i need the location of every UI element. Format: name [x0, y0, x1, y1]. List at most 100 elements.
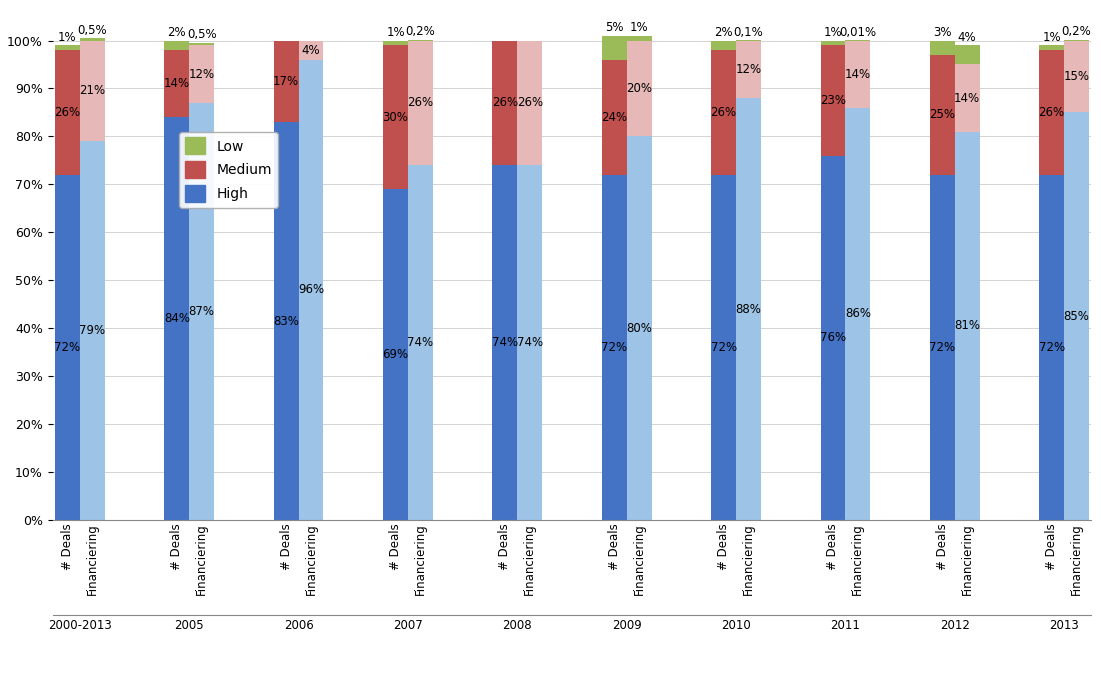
Bar	[626, 36, 652, 40]
Text: 74%: 74%	[492, 336, 517, 349]
Text: 72%: 72%	[929, 341, 956, 354]
Bar	[492, 40, 517, 165]
Bar	[274, 122, 298, 520]
Text: 14%: 14%	[164, 77, 189, 90]
Bar	[492, 165, 517, 520]
Text: 4%: 4%	[302, 44, 320, 57]
Text: 72%: 72%	[54, 341, 80, 354]
Text: 26%: 26%	[407, 96, 434, 109]
Bar	[1039, 45, 1064, 50]
Text: 0,2%: 0,2%	[1061, 25, 1091, 38]
Text: 5%: 5%	[604, 22, 623, 34]
Text: 2%: 2%	[715, 26, 733, 39]
Bar	[408, 165, 433, 520]
Bar	[737, 40, 761, 98]
Text: 30%: 30%	[382, 111, 408, 124]
Bar	[846, 108, 870, 520]
Bar	[846, 40, 870, 108]
Bar	[955, 45, 980, 65]
Bar	[930, 40, 955, 55]
Bar	[298, 40, 324, 60]
Text: 1%: 1%	[824, 26, 842, 39]
Text: 23%: 23%	[820, 94, 846, 107]
Bar	[602, 36, 626, 60]
Text: 0,2%: 0,2%	[405, 25, 435, 38]
Bar	[408, 40, 433, 165]
Bar	[274, 40, 298, 122]
Bar	[55, 50, 80, 175]
Text: 0,1%: 0,1%	[733, 26, 763, 38]
Text: 81%: 81%	[955, 320, 980, 332]
Text: 25%: 25%	[929, 108, 956, 121]
Bar	[1064, 40, 1089, 112]
Text: 86%: 86%	[844, 308, 871, 320]
Text: 12%: 12%	[735, 63, 762, 76]
Bar	[820, 40, 846, 45]
Bar	[602, 175, 626, 520]
Text: 72%: 72%	[601, 341, 628, 354]
Text: 87%: 87%	[188, 305, 215, 318]
Text: 17%: 17%	[273, 75, 299, 87]
Bar	[383, 40, 408, 45]
Text: 74%: 74%	[407, 336, 434, 349]
Bar	[164, 40, 189, 50]
Text: 12%: 12%	[188, 67, 215, 81]
Bar	[820, 45, 846, 155]
Text: 88%: 88%	[735, 303, 762, 316]
Bar	[80, 141, 105, 520]
Bar	[164, 50, 189, 117]
Bar	[298, 60, 324, 520]
Text: 26%: 26%	[710, 106, 737, 119]
Bar	[55, 45, 80, 50]
Bar	[383, 45, 408, 189]
Text: 69%: 69%	[382, 348, 408, 361]
Bar	[711, 50, 737, 175]
Bar	[737, 98, 761, 520]
Text: 21%: 21%	[79, 84, 106, 98]
Text: 20%: 20%	[626, 82, 652, 95]
Bar	[189, 103, 214, 520]
Bar	[1039, 175, 1064, 520]
Text: 72%: 72%	[710, 341, 737, 354]
Bar	[517, 165, 542, 520]
Text: 1%: 1%	[630, 22, 648, 34]
Text: 14%: 14%	[955, 92, 980, 104]
Bar	[602, 60, 626, 175]
Text: 4%: 4%	[958, 31, 977, 44]
Bar	[164, 117, 189, 520]
Bar	[189, 43, 214, 45]
Text: 1%: 1%	[386, 26, 405, 39]
Bar	[955, 65, 980, 132]
Text: 96%: 96%	[298, 283, 324, 296]
Text: 1%: 1%	[58, 31, 77, 44]
Text: 74%: 74%	[516, 336, 543, 349]
Text: 85%: 85%	[1064, 310, 1090, 323]
Bar	[820, 155, 846, 520]
Bar	[930, 55, 955, 175]
Text: 83%: 83%	[273, 314, 299, 328]
Text: 0,5%: 0,5%	[77, 24, 107, 37]
Bar	[1039, 50, 1064, 175]
Bar	[711, 175, 737, 520]
Text: 0,01%: 0,01%	[839, 26, 876, 39]
Text: 76%: 76%	[820, 331, 846, 345]
Text: 72%: 72%	[1038, 341, 1065, 354]
Text: 79%: 79%	[79, 324, 106, 337]
Bar	[55, 175, 80, 520]
Text: 1%: 1%	[1043, 31, 1061, 44]
Bar	[80, 40, 105, 141]
Text: 0,5%: 0,5%	[187, 28, 217, 42]
Bar	[1064, 112, 1089, 520]
Bar	[189, 45, 214, 103]
Text: 14%: 14%	[844, 67, 871, 81]
Text: 26%: 26%	[54, 106, 80, 119]
Bar	[626, 137, 652, 520]
Text: 26%: 26%	[1038, 106, 1065, 119]
Bar	[711, 40, 737, 50]
Text: 2%: 2%	[167, 26, 186, 39]
Bar	[517, 40, 542, 165]
Text: 26%: 26%	[516, 96, 543, 109]
Text: 80%: 80%	[626, 322, 652, 334]
Text: 26%: 26%	[492, 96, 517, 109]
Bar	[626, 40, 652, 137]
